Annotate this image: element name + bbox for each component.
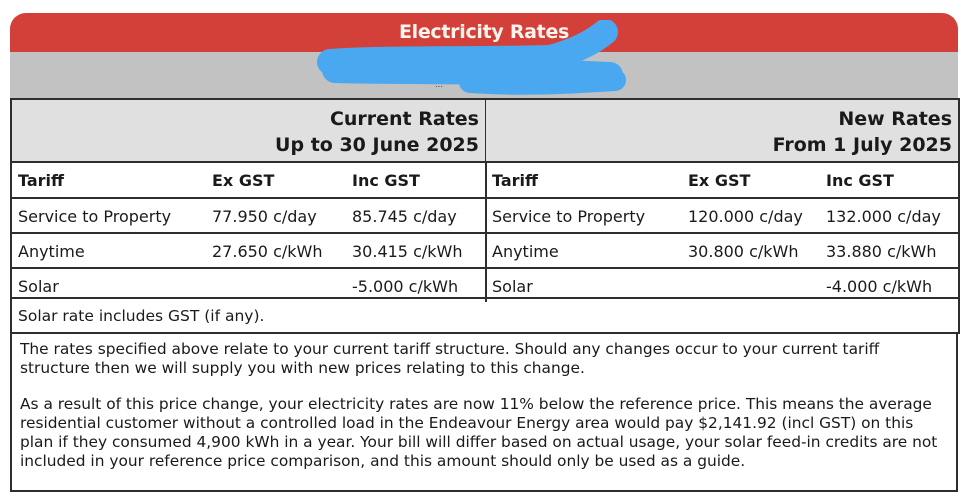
tariff-name: Anytime <box>18 242 85 261</box>
col-inc-gst: Inc GST <box>352 171 420 190</box>
tariff-structure-paragraph: The rates specified above relate to your… <box>20 340 880 377</box>
new-rates-period: From 1 July 2025 <box>772 134 952 156</box>
table-row: Service to Property 77.950 c/day 85.745 … <box>12 199 485 234</box>
new-rates-title: New Rates <box>838 108 952 130</box>
current-rates-section: Current Rates Up to 30 June 2025 Tariff … <box>12 100 487 302</box>
subheader-text: … <box>435 80 443 89</box>
column-header-row: Tariff Ex GST Inc GST <box>486 163 958 199</box>
ex-gst-value: 77.950 c/day <box>212 207 317 226</box>
current-rates-heading: Current Rates Up to 30 June 2025 <box>12 100 485 163</box>
inc-gst-value: -4.000 c/kWh <box>826 277 933 296</box>
ex-gst-value: 120.000 c/day <box>688 207 803 226</box>
table-row: Service to Property 120.000 c/day 132.00… <box>486 199 958 234</box>
solar-gst-note: Solar rate includes GST (if any). <box>10 299 960 334</box>
inc-gst-value: 33.880 c/kWh <box>826 242 937 261</box>
col-ex-gst: Ex GST <box>212 171 275 190</box>
header-title: Electricity Rates <box>398 21 570 43</box>
col-tariff: Tariff <box>492 171 538 190</box>
ex-gst-value: 30.800 c/kWh <box>688 242 799 261</box>
subheader-band: … <box>10 52 958 99</box>
reference-price-paragraph: As a result of this price change, your e… <box>20 395 938 470</box>
table-row: Anytime 27.650 c/kWh 30.415 c/kWh <box>12 234 485 269</box>
table-row: Solar -4.000 c/kWh <box>486 269 958 302</box>
column-header-row: Tariff Ex GST Inc GST <box>12 163 485 199</box>
current-rates-title: Current Rates <box>329 108 479 130</box>
inc-gst-value: 30.415 c/kWh <box>352 242 463 261</box>
solar-gst-note-text: Solar rate includes GST (if any). <box>18 307 265 325</box>
current-rates-period: Up to 30 June 2025 <box>275 134 479 156</box>
col-ex-gst: Ex GST <box>688 171 751 190</box>
table-row: Anytime 30.800 c/kWh 33.880 c/kWh <box>486 234 958 269</box>
col-inc-gst: Inc GST <box>826 171 894 190</box>
electricity-rates-header: Electricity Rates <box>10 13 958 52</box>
tariff-name: Solar <box>18 277 59 296</box>
inc-gst-value: 132.000 c/day <box>826 207 941 226</box>
rates-table: Current Rates Up to 30 June 2025 Tariff … <box>10 98 960 302</box>
inc-gst-value: -5.000 c/kWh <box>352 277 459 296</box>
new-rates-heading: New Rates From 1 July 2025 <box>486 100 958 163</box>
ex-gst-value: 27.650 c/kWh <box>212 242 323 261</box>
col-tariff: Tariff <box>18 171 64 190</box>
tariff-name: Service to Property <box>492 207 646 226</box>
disclaimer-box: The rates specified above relate to your… <box>10 334 958 492</box>
inc-gst-value: 85.745 c/day <box>352 207 457 226</box>
tariff-name: Anytime <box>492 242 559 261</box>
table-row: Solar -5.000 c/kWh <box>12 269 485 302</box>
new-rates-section: New Rates From 1 July 2025 Tariff Ex GST… <box>486 100 958 302</box>
tariff-name: Solar <box>492 277 533 296</box>
tariff-name: Service to Property <box>18 207 172 226</box>
